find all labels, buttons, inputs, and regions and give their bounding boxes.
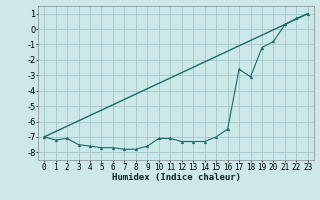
- X-axis label: Humidex (Indice chaleur): Humidex (Indice chaleur): [111, 173, 241, 182]
